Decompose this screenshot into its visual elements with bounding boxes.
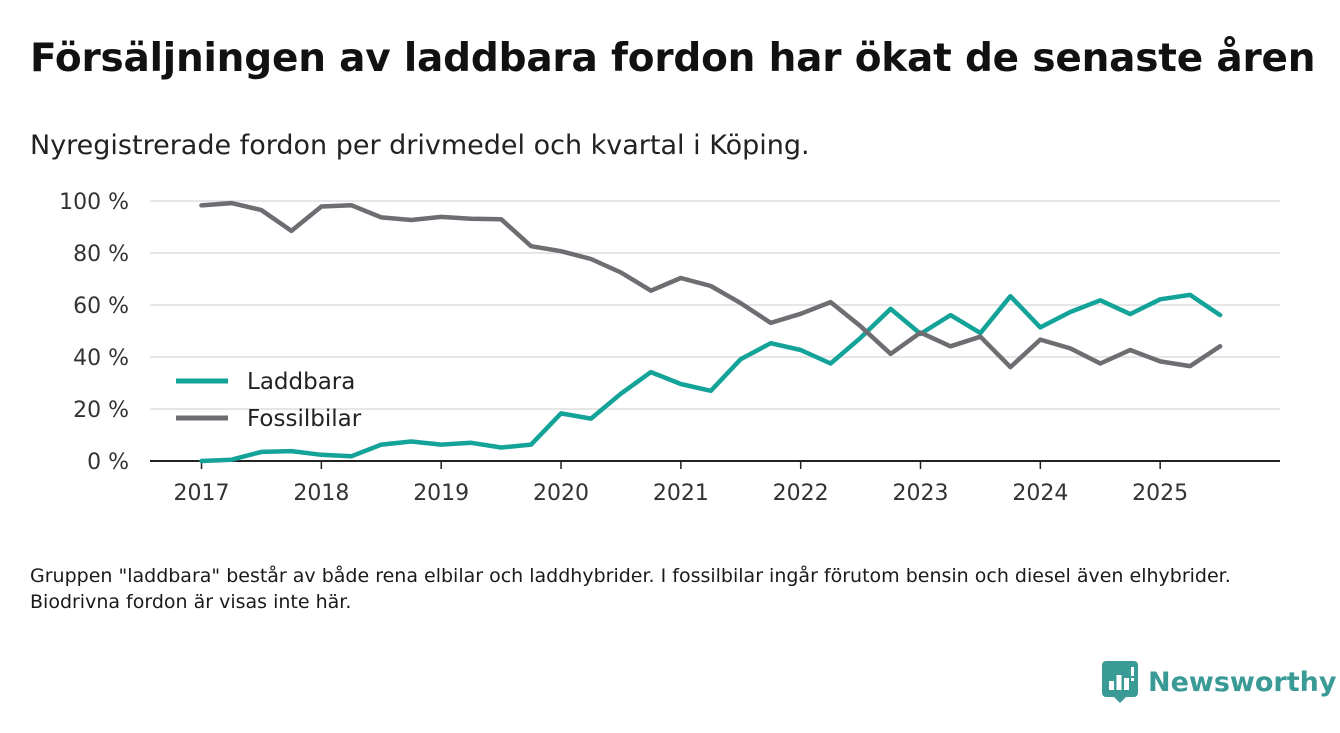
x-tick-label: 2021 [653,481,709,506]
x-tick-label: 2019 [413,481,469,506]
axes: 0 % 20 % 40 % 60 % 80 % 100 % 2017 2018 2019 2020… [59,190,1280,506]
series-lines [199,200,1223,464]
chart-title: Försäljningen av laddbara fordon har öka… [30,36,1316,81]
chart-subtitle: Nyregistrerade fordon per drivmedel och … [30,130,810,161]
newsworthy-logo[interactable]: Newsworthy [1102,660,1336,704]
brand-name: Newsworthy [1148,666,1337,698]
bar-chart-icon [1102,661,1138,703]
legend: Laddbara Fossilbilar [176,369,362,432]
series-line-laddbara [199,292,1223,464]
y-tick-label: 60 % [73,294,129,319]
x-tick-label: 2022 [773,481,829,506]
footnote: Gruppen "laddbara" består av både rena e… [30,565,1231,613]
y-tick-label: 80 % [73,242,129,267]
line-chart: 0 % 20 % 40 % 60 % 80 % 100 % 2017 2018 2019 2020… [59,190,1280,506]
y-tick-label: 40 % [73,346,129,371]
x-tick-label: 2023 [893,481,949,506]
legend-label-fossilbilar: Fossilbilar [247,406,362,432]
y-tick-label: 20 % [73,398,129,423]
y-tick-label: 0 % [87,450,129,475]
x-tick-label: 2020 [533,481,589,506]
x-tick-label: 2018 [293,481,349,506]
x-tick-label: 2024 [1012,481,1068,506]
x-tick-label: 2017 [174,481,230,506]
y-tick-label: 100 % [59,190,129,215]
legend-label-laddbara: Laddbara [247,369,355,395]
series-line-fossilbilar [199,200,1223,370]
x-tick-label: 2025 [1132,481,1188,506]
